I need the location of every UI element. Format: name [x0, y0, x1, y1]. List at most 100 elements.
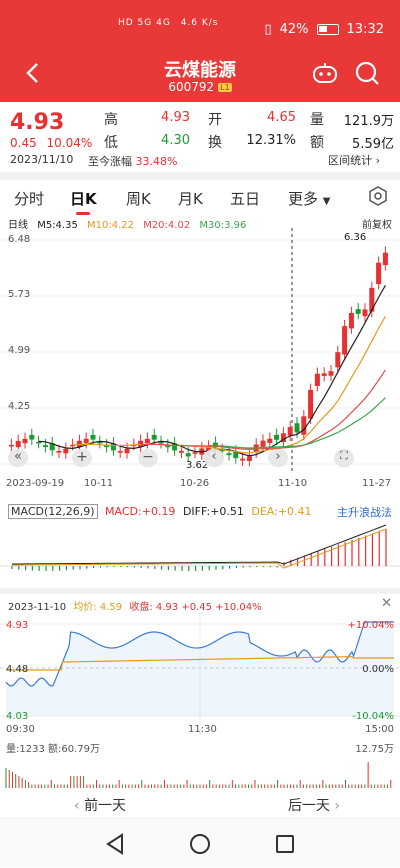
hexagon-settings-icon	[369, 186, 387, 206]
strategy-link[interactable]: 主升浪战法	[337, 506, 392, 519]
close-intraday-button[interactable]: ✕	[381, 596, 392, 611]
amt-label: 额:60.79万	[48, 744, 101, 755]
x-tick-3: 10-26	[180, 478, 210, 489]
diff-line	[11, 524, 387, 565]
home-circle-icon[interactable]	[190, 834, 210, 854]
intraday-time-open: 09:30	[6, 724, 35, 735]
tab-daily-k[interactable]: 日K	[70, 190, 97, 215]
vibrate-icon: ▯	[264, 22, 272, 37]
tab-monthly-k[interactable]: 月K	[178, 190, 203, 208]
range-stats-button[interactable]: 区间统计 ›	[328, 152, 380, 168]
candle-body	[382, 252, 388, 266]
robot-icon	[313, 63, 337, 83]
candle-body	[185, 453, 191, 457]
candle-body	[240, 458, 246, 461]
recents-square-icon[interactable]	[276, 835, 294, 853]
selected-date: 2023/11/10	[10, 153, 74, 166]
high-label: 高	[104, 112, 118, 128]
candle-body	[36, 441, 42, 444]
scroll-right-button[interactable]: ›	[268, 449, 288, 467]
search-button[interactable]	[354, 60, 380, 86]
back-button[interactable]	[18, 58, 48, 88]
robot-assistant-button[interactable]	[312, 62, 338, 84]
intraday-price-line	[5, 621, 394, 687]
min-price-label: 3.62	[186, 460, 209, 471]
since-limit-label: 至今涨幅	[88, 155, 132, 168]
x-tick-4: 11-10	[278, 478, 308, 489]
scroll-left-button[interactable]: ‹	[204, 449, 224, 467]
candle-body	[104, 445, 110, 448]
macd-value: MACD:+0.19	[105, 505, 176, 518]
stock-code: 600792	[168, 80, 215, 94]
minus-icon: −	[142, 449, 154, 465]
turnover-value: 12.31%	[246, 133, 296, 148]
chevron-right-icon: ›	[275, 449, 281, 464]
intraday-y-mid: 4.48	[6, 664, 29, 675]
next-day-button[interactable]: 后一天 ›	[288, 795, 340, 815]
tab-more[interactable]: 更多 ▼	[288, 188, 331, 209]
ma20-label: M20:4.02	[143, 220, 191, 231]
turnover-label: 换	[208, 135, 222, 151]
prev-day-button[interactable]: ‹ 前一天	[74, 795, 126, 815]
since-limit: 至今涨幅 33.48%	[88, 153, 177, 169]
net-speed: 4.6 K/s	[180, 18, 219, 28]
candle-body	[314, 373, 320, 386]
ma10-line	[72, 315, 386, 454]
tab-five-day[interactable]: 五日	[230, 190, 261, 208]
candle-body	[110, 443, 116, 451]
search-icon	[355, 61, 379, 85]
open-label: 开	[208, 112, 222, 128]
intraday-svg	[0, 612, 400, 788]
intraday-volume-max: 12.75万	[355, 744, 394, 755]
macd-indicator-select[interactable]: MACD(12,26,9)	[8, 504, 98, 519]
intraday-avg: 均价: 4.59	[73, 602, 123, 613]
change-amount: 0.45	[10, 136, 37, 150]
zoom-in-button[interactable]: +	[72, 449, 92, 467]
fullscreen-button[interactable]: ⛶	[334, 449, 354, 467]
candle-body	[29, 434, 35, 440]
zoom-out-button[interactable]: −	[138, 449, 158, 467]
status-left-icons: HD 5G 4G 4.6 K/s	[118, 18, 219, 28]
intraday-y-low: 4.03	[6, 711, 29, 722]
back-triangle-icon[interactable]	[106, 833, 123, 855]
candle-body	[328, 371, 334, 376]
section-divider	[0, 172, 400, 180]
x-tick-2: 10-11	[84, 478, 114, 489]
intraday-chart[interactable]: 4.93 4.48 4.03 +10.04% 0.00% -10.04% 09:…	[0, 612, 400, 792]
network-icons: HD 5G 4G	[118, 18, 171, 28]
candle-body	[56, 450, 62, 453]
volume-value: 121.9万	[343, 114, 394, 129]
chart-settings-button[interactable]	[368, 186, 388, 206]
high-value: 4.93	[161, 110, 190, 125]
candle-body	[15, 440, 21, 448]
candle-body	[42, 445, 48, 448]
intraday-pct-high: +10.04%	[347, 620, 394, 631]
ma5-line	[38, 285, 386, 457]
intraday-volume-label: 量:1233 额:60.79万	[6, 740, 100, 755]
candle-body	[165, 445, 171, 448]
candle-body	[212, 442, 218, 448]
macd-svg	[0, 524, 400, 571]
collapse-button[interactable]: «	[8, 449, 28, 467]
macd-chart[interactable]	[0, 520, 400, 582]
kline-controls: « + − ‹ › ⛶	[0, 447, 400, 469]
tab-weekly-k[interactable]: 周K	[126, 190, 151, 208]
intraday-pct-mid: 0.00%	[362, 664, 394, 675]
macd-legend: MACD(12,26,9) MACD:+0.19 DIFF:+0.51 DEA:…	[8, 504, 312, 519]
status-right: ▯ 42% 13:32	[264, 22, 384, 37]
page-title: 云煤能源	[164, 60, 236, 81]
quote-panel: 4.93 0.45 10.04% 高 4.93 低 4.30 开 4.65 换 …	[0, 102, 400, 172]
candle-body	[151, 434, 157, 440]
adjust-mode[interactable]: 前复权	[362, 220, 392, 231]
y-tick-max: 6.48	[8, 234, 31, 245]
intraday-y-high: 4.93	[6, 620, 29, 631]
candle-body	[8, 444, 14, 447]
range-stats-label: 区间统计	[328, 154, 373, 167]
tab-intraday[interactable]: 分时	[14, 190, 45, 208]
amount-label: 额	[310, 135, 324, 151]
ma5-label: M5:4.35	[37, 220, 78, 231]
range-info-bar: 2023/11/10 至今涨幅 33.48% 区间统计 ›	[0, 150, 400, 170]
y-tick-4: 4.25	[8, 401, 31, 412]
candle-body	[335, 352, 341, 368]
period-label[interactable]: 日线	[8, 220, 28, 231]
